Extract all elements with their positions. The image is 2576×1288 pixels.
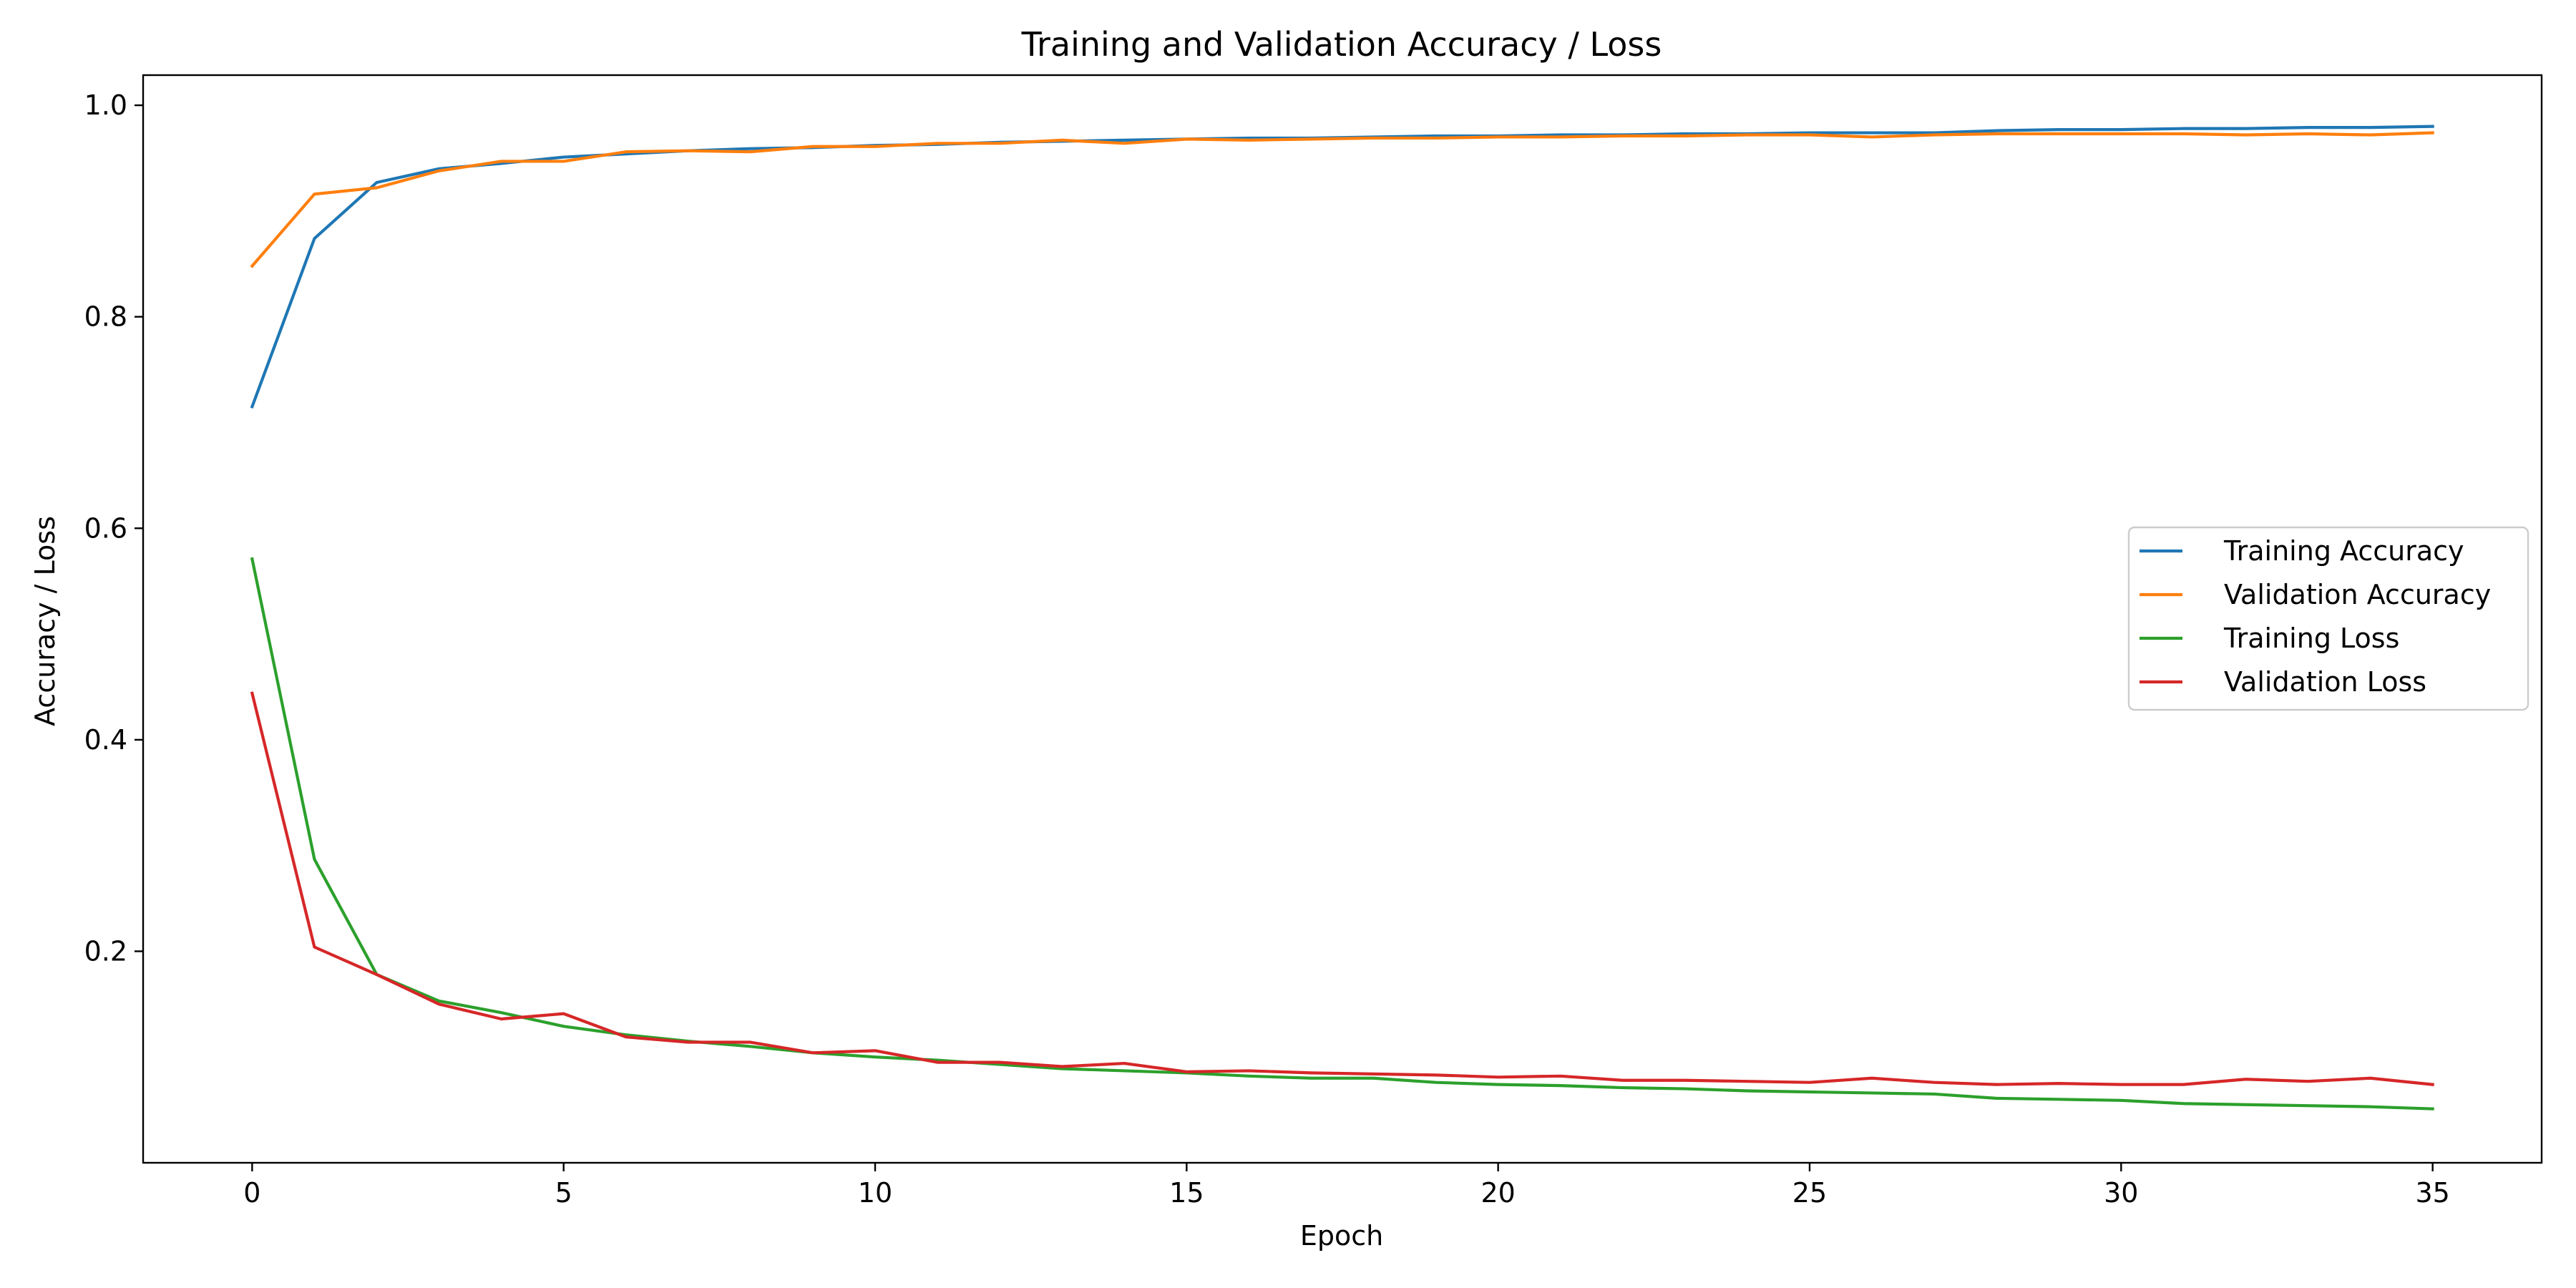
x-tick-label: 5 <box>555 1177 572 1209</box>
y-tick-label: 0.4 <box>84 724 127 756</box>
x-tick-label: 20 <box>1480 1177 1515 1209</box>
legend-label-validation-loss: Validation Loss <box>2224 666 2426 698</box>
legend-label-validation-accuracy: Validation Accuracy <box>2224 579 2491 610</box>
x-tick-label: 30 <box>2104 1177 2138 1209</box>
y-tick-label: 0.2 <box>84 935 127 967</box>
x-tick-label: 10 <box>858 1177 892 1209</box>
y-tick-label: 0.8 <box>84 301 127 333</box>
chart-title: Training and Validation Accuracy / Loss <box>1021 25 1662 64</box>
plot-area-frame <box>142 74 2543 1164</box>
series-line-validation-loss <box>250 691 2434 1086</box>
x-tick-label: 15 <box>1169 1177 1204 1209</box>
y-tick-label: 1.0 <box>84 89 127 121</box>
legend-box <box>2127 526 2529 711</box>
y-axis-label: Accuracy / Loss <box>29 516 61 726</box>
y-tick-label: 0.6 <box>84 512 127 544</box>
x-axis-label: Epoch <box>1300 1220 1383 1252</box>
legend-label-training-accuracy: Training Accuracy <box>2223 535 2464 567</box>
x-tick-label: 0 <box>243 1177 260 1209</box>
x-tick-label: 35 <box>2415 1177 2449 1209</box>
legend: Training Accuracy Validation Accuracy Trai… <box>2127 526 2529 711</box>
series-line-validation-accuracy <box>250 131 2434 268</box>
series-layer <box>250 125 2434 1111</box>
x-tick-label: 25 <box>1792 1177 1827 1209</box>
tick-layer: 0 5 10 15 20 25 30 35 0.2 0.4 0.6 0.8 1.0 <box>84 89 2450 1209</box>
legend-label-training-loss: Training Loss <box>2223 623 2399 654</box>
